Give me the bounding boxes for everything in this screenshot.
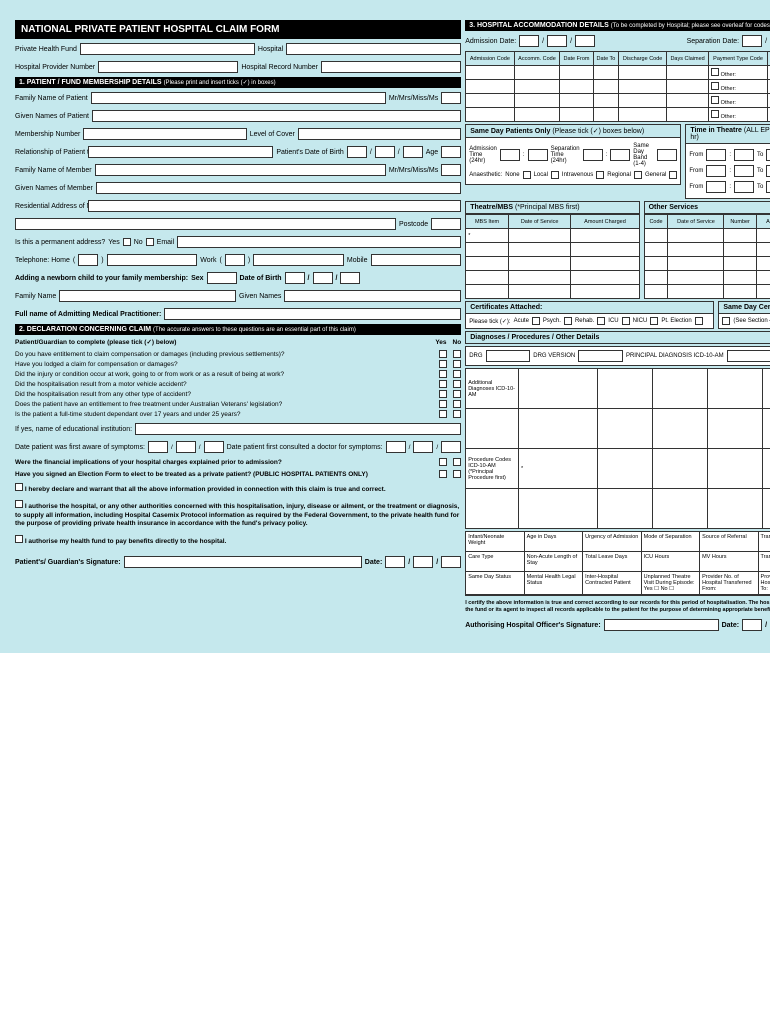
field-postcode[interactable] — [431, 218, 461, 230]
field-hrn[interactable] — [321, 61, 461, 73]
label-phf: Private Health Fund — [15, 46, 77, 53]
field-relationship[interactable] — [88, 146, 273, 158]
field-cover[interactable] — [298, 128, 461, 140]
section3-header: 3. HOSPITAL ACCOMMODATION DETAILS (To be… — [465, 20, 770, 31]
field-hpn[interactable] — [98, 61, 238, 73]
field-signature[interactable] — [124, 556, 362, 568]
field-dob-y[interactable] — [403, 146, 423, 158]
label-hpn: Hospital Provider Number — [15, 64, 95, 71]
field-tel-area[interactable] — [78, 254, 98, 266]
field-address2[interactable] — [15, 218, 396, 230]
label-email: Email — [157, 239, 175, 246]
section1-header: 1. PATIENT / FUND MEMBERSHIP DETAILS (Pl… — [15, 77, 461, 88]
label-titles: Mr/Mrs/Miss/Ms — [389, 95, 438, 102]
label-practitioner: Full name of Admitting Medical Practitio… — [15, 311, 161, 318]
field-address1[interactable] — [88, 200, 461, 212]
field-tel-work[interactable] — [253, 254, 344, 266]
field-title2[interactable] — [441, 164, 461, 176]
field-officer-sig[interactable] — [604, 619, 719, 631]
label-cover: Level of Cover — [250, 131, 295, 138]
label-address: Residential Address of Member — [15, 203, 85, 210]
field-hospital[interactable] — [286, 43, 461, 55]
label-newborn: Adding a newborn child to your family me… — [15, 275, 188, 282]
label-titles2: Mr/Mrs/Miss/Ms — [389, 167, 438, 174]
cb-perm-yes[interactable] — [123, 238, 131, 246]
label-postcode: Postcode — [399, 221, 428, 228]
label-family-member: Family Name of Member — [15, 167, 92, 174]
field-given-member[interactable] — [96, 182, 461, 194]
label-permanent: Is this a permanent address? — [15, 239, 105, 246]
field-title[interactable] — [441, 92, 461, 104]
field-age[interactable] — [441, 146, 461, 158]
form-title: NATIONAL PRIVATE PATIENT HOSPITAL CLAIM … — [15, 20, 461, 39]
certify-text: I certify the above information is true … — [465, 598, 770, 615]
field-family-member[interactable] — [95, 164, 386, 176]
label-hrn: Hospital Record Number — [241, 64, 318, 71]
label-dob: Patient's Date of Birth — [276, 149, 343, 156]
field-phf[interactable] — [80, 43, 255, 55]
label-given-member: Given Names of Member — [15, 185, 93, 192]
details-grid: Infant/Neonate WeightAge in DaysUrgency … — [465, 531, 770, 596]
field-given-patient[interactable] — [92, 110, 461, 122]
label-relationship: Relationship of Patient to Member — [15, 149, 85, 156]
label-membership: Membership Number — [15, 131, 80, 138]
field-tel-home[interactable] — [107, 254, 198, 266]
diagnoses-table: Additional Diagnoses ICD-10-AM Procedure… — [465, 368, 770, 529]
field-mobile[interactable] — [371, 254, 462, 266]
field-practitioner[interactable] — [164, 308, 461, 320]
field-dob-m[interactable] — [375, 146, 395, 158]
accommodation-table: Admission CodeAccomm. CodeDate FromDate … — [465, 51, 770, 122]
field-work-area[interactable] — [225, 254, 245, 266]
label-tel: Telephone: Home — [15, 257, 70, 264]
label-age: Age — [426, 149, 438, 156]
section2-header: 2. DECLARATION CONCERNING CLAIM (The acc… — [15, 324, 461, 335]
label-family-patient: Family Name of Patient — [15, 95, 88, 102]
cb-perm-no[interactable] — [146, 238, 154, 246]
theatre-table: MBS ItemDate of ServiceAmount Charged * — [465, 214, 639, 299]
field-newborn-given[interactable] — [284, 290, 461, 302]
field-sex[interactable] — [207, 272, 237, 284]
field-edu[interactable] — [135, 423, 461, 435]
field-family-patient[interactable] — [91, 92, 386, 104]
diagnoses-header: Diagnoses / Procedures / Other Details — [465, 331, 770, 344]
label-given-patient: Given Names of Patient — [15, 113, 89, 120]
field-newborn-family[interactable] — [59, 290, 236, 302]
field-membership[interactable] — [83, 128, 246, 140]
field-dob-d[interactable] — [347, 146, 367, 158]
field-email[interactable] — [177, 236, 461, 248]
label-hospital: Hospital — [258, 46, 283, 53]
services-table: CodeDate of ServiceNumberAmount Charged — [644, 214, 770, 299]
